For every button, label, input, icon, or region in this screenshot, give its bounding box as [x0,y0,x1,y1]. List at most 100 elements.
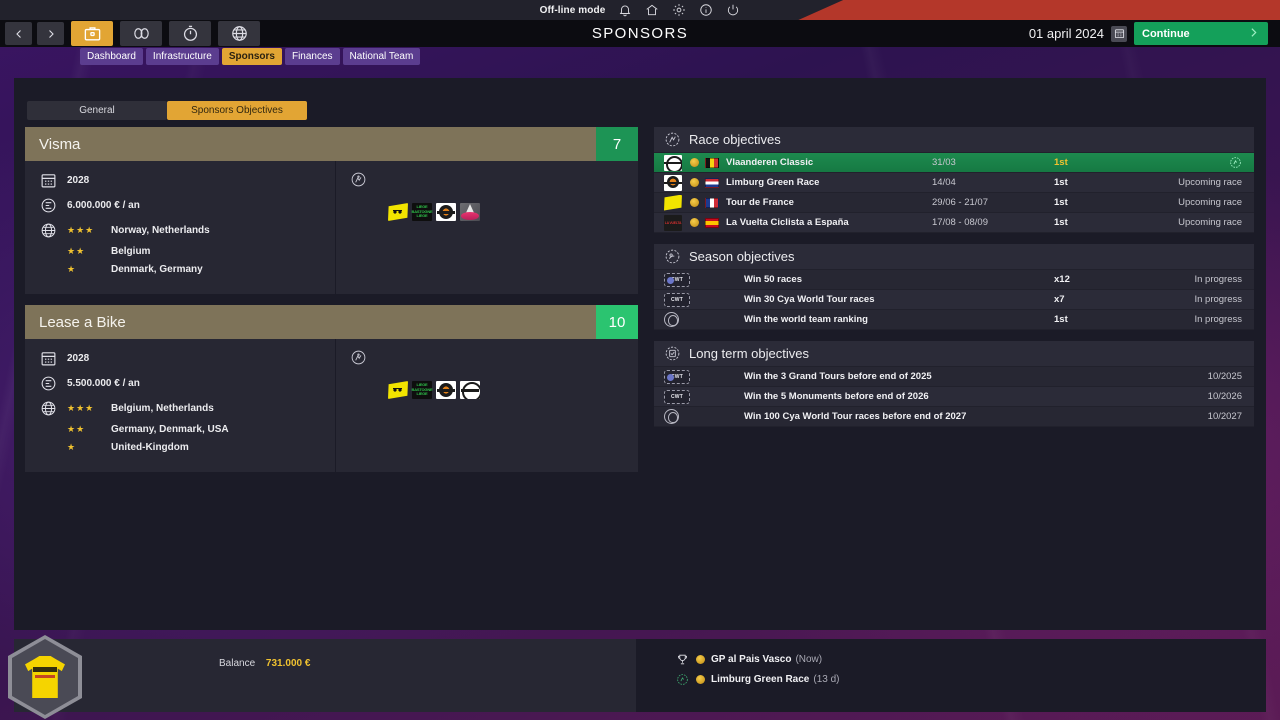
trophy-icon [676,652,696,666]
balance-label: Balance [219,658,256,669]
race-class-badge [696,674,705,684]
country-preference-row: ★ United-Kingdom [39,442,335,453]
continue-button[interactable]: Continue [1134,22,1268,45]
tab-general[interactable]: General [27,101,167,120]
info-icon[interactable] [699,3,713,17]
back-button[interactable] [5,22,32,45]
power-icon[interactable] [726,3,740,17]
mode-riders-button[interactable] [120,21,162,46]
budget-icon [39,196,57,214]
tab-finances[interactable]: Finances [284,48,340,65]
decorative-red-wedge [798,0,1280,20]
sponsor-card[interactable]: Lease a Bike 10 2028 [25,305,638,472]
sponsor-preferred-races: LIEGE BASTOGNE LIEGE [336,339,638,472]
table-row[interactable]: CWT Win 50 races x12 In progress [654,270,1254,290]
ronde-van-vlaanderen-logo [664,154,690,171]
race-timing: (13 d) [813,673,840,685]
tab-infrastructure[interactable]: Infrastructure [145,48,219,65]
calendar-icon[interactable] [1111,25,1127,42]
star-rating: ★ [67,442,77,452]
budget-value: 6.000.000 € / an [67,199,140,211]
mode-globe-button[interactable] [218,21,260,46]
tab-dashboard[interactable]: Dashboard [80,48,143,65]
race-objectives-icon [664,131,681,148]
race-goal: 1st [1054,157,1068,168]
bell-icon[interactable] [618,3,632,17]
calendar-icon [39,349,57,367]
table-row[interactable]: Tour de France 29/06 - 21/07 1st Upcomin… [654,193,1254,213]
race-name: Vlaanderen Classic [726,157,814,168]
objective-name: Win 30 Cya World Tour races [744,294,875,305]
tab-national-team[interactable]: National Team [342,48,421,65]
objective-name: Win 100 Cya World Tour races before end … [744,411,967,422]
limburg-logo [664,174,690,191]
flag-france-icon [705,197,719,208]
objective-name: Win the 3 Grand Tours before end of 2025 [744,371,932,382]
sponsor-info: 2028 5.500.000 € / an ★★★ [25,339,336,472]
country-preference-row: ★★ Belgium [39,246,335,257]
objectives-column: Race objectives Vlaanderen Classic 31/03… [654,127,1254,438]
preferred-countries: Belgium, Netherlands [111,402,214,414]
list-item[interactable]: GP al Pais Vasco (Now) [676,652,1266,666]
table-row[interactable]: Win the world team ranking 1st In progre… [654,310,1254,330]
objective-deadline: 10/2026 [1207,391,1242,402]
season-objectives-title: Season objectives [689,249,795,264]
race-class-badge [696,654,705,664]
offline-mode-label: Off-line mode [539,4,606,16]
race-status: Upcoming race [1178,217,1242,228]
system-bar: Off-line mode [0,0,1280,20]
race-progress-icon [1229,156,1242,169]
cwt-maj-icon: CWT [664,369,704,384]
mode-stopwatch-button[interactable] [169,21,211,46]
ranking-icon [664,409,704,424]
calendar-icon [39,171,57,189]
race-goal: 1st [1054,217,1068,228]
table-row[interactable]: Limburg Green Race 14/04 1st Upcoming ra… [654,173,1254,193]
sponsor-preferred-races: LIEGE BASTOGNE LIEGE [336,161,638,294]
giro-ditalia-logo [460,203,480,221]
tour-de-france-logo [388,203,408,221]
tab-sponsors-objectives[interactable]: Sponsors Objectives [167,101,307,120]
race-date: 29/06 - 21/07 [932,197,988,208]
race-goal: 1st [1054,197,1068,208]
gear-icon[interactable] [672,3,686,17]
mode-briefcase-button[interactable] [71,21,113,46]
flag-netherlands-icon [705,177,719,188]
list-item[interactable]: Limburg Green Race (13 d) [676,672,1266,686]
preferred-countries: Germany, Denmark, USA [111,424,229,435]
sponsor-card-header: Lease a Bike 10 [25,305,638,339]
objective-goal: x12 [1054,274,1070,285]
table-row[interactable]: CWT Win the 3 Grand Tours before end of … [654,367,1254,387]
rider-objective-icon [350,350,367,370]
upcoming-races-panel: GP al Pais Vasco (Now) Limburg Green Rac… [636,639,1266,712]
sponsor-satisfaction-badge: 7 [596,127,638,161]
tab-sponsors[interactable]: Sponsors [221,48,282,65]
flag-spain-icon [705,217,719,228]
team-jersey-badge[interactable] [8,635,82,719]
home-icon[interactable] [645,3,659,17]
ronde-van-vlaanderen-logo [436,381,456,399]
continue-label: Continue [1142,27,1190,40]
race-name: Tour de France [726,197,794,208]
ranking-icon [664,312,704,327]
circle-race-logo [460,381,480,399]
preferred-race-logos: LIEGE BASTOGNE LIEGE [388,203,480,221]
sponsor-info: 2028 6.000.000 € / an ★★★ [25,161,336,294]
forward-button[interactable] [37,22,64,45]
objective-name: Win the world team ranking [744,314,868,325]
ronde-van-vlaanderen-logo [436,203,456,221]
country-preference-row: ★ Denmark, Germany [39,264,335,275]
objective-goal: 1st [1054,314,1068,325]
budget-row: 6.000.000 € / an [39,196,335,214]
star-rating: ★★★ [67,224,95,235]
table-row[interactable]: Vlaanderen Classic 31/03 1st [654,153,1254,173]
long-term-objectives-icon [664,345,681,362]
table-row[interactable]: Win 100 Cya World Tour races before end … [654,407,1254,427]
table-row[interactable]: CWT Win the 5 Monuments before end of 20… [654,387,1254,407]
table-row[interactable]: LA VUELTA La Vuelta Ciclista a España 17… [654,213,1254,233]
budget-icon [39,374,57,392]
table-row[interactable]: CWT Win 30 Cya World Tour races x7 In pr… [654,290,1254,310]
sponsor-card[interactable]: Visma 7 2028 [25,127,638,294]
vuelta-logo: LA VUELTA [664,214,690,231]
race-status: Upcoming race [1178,197,1242,208]
